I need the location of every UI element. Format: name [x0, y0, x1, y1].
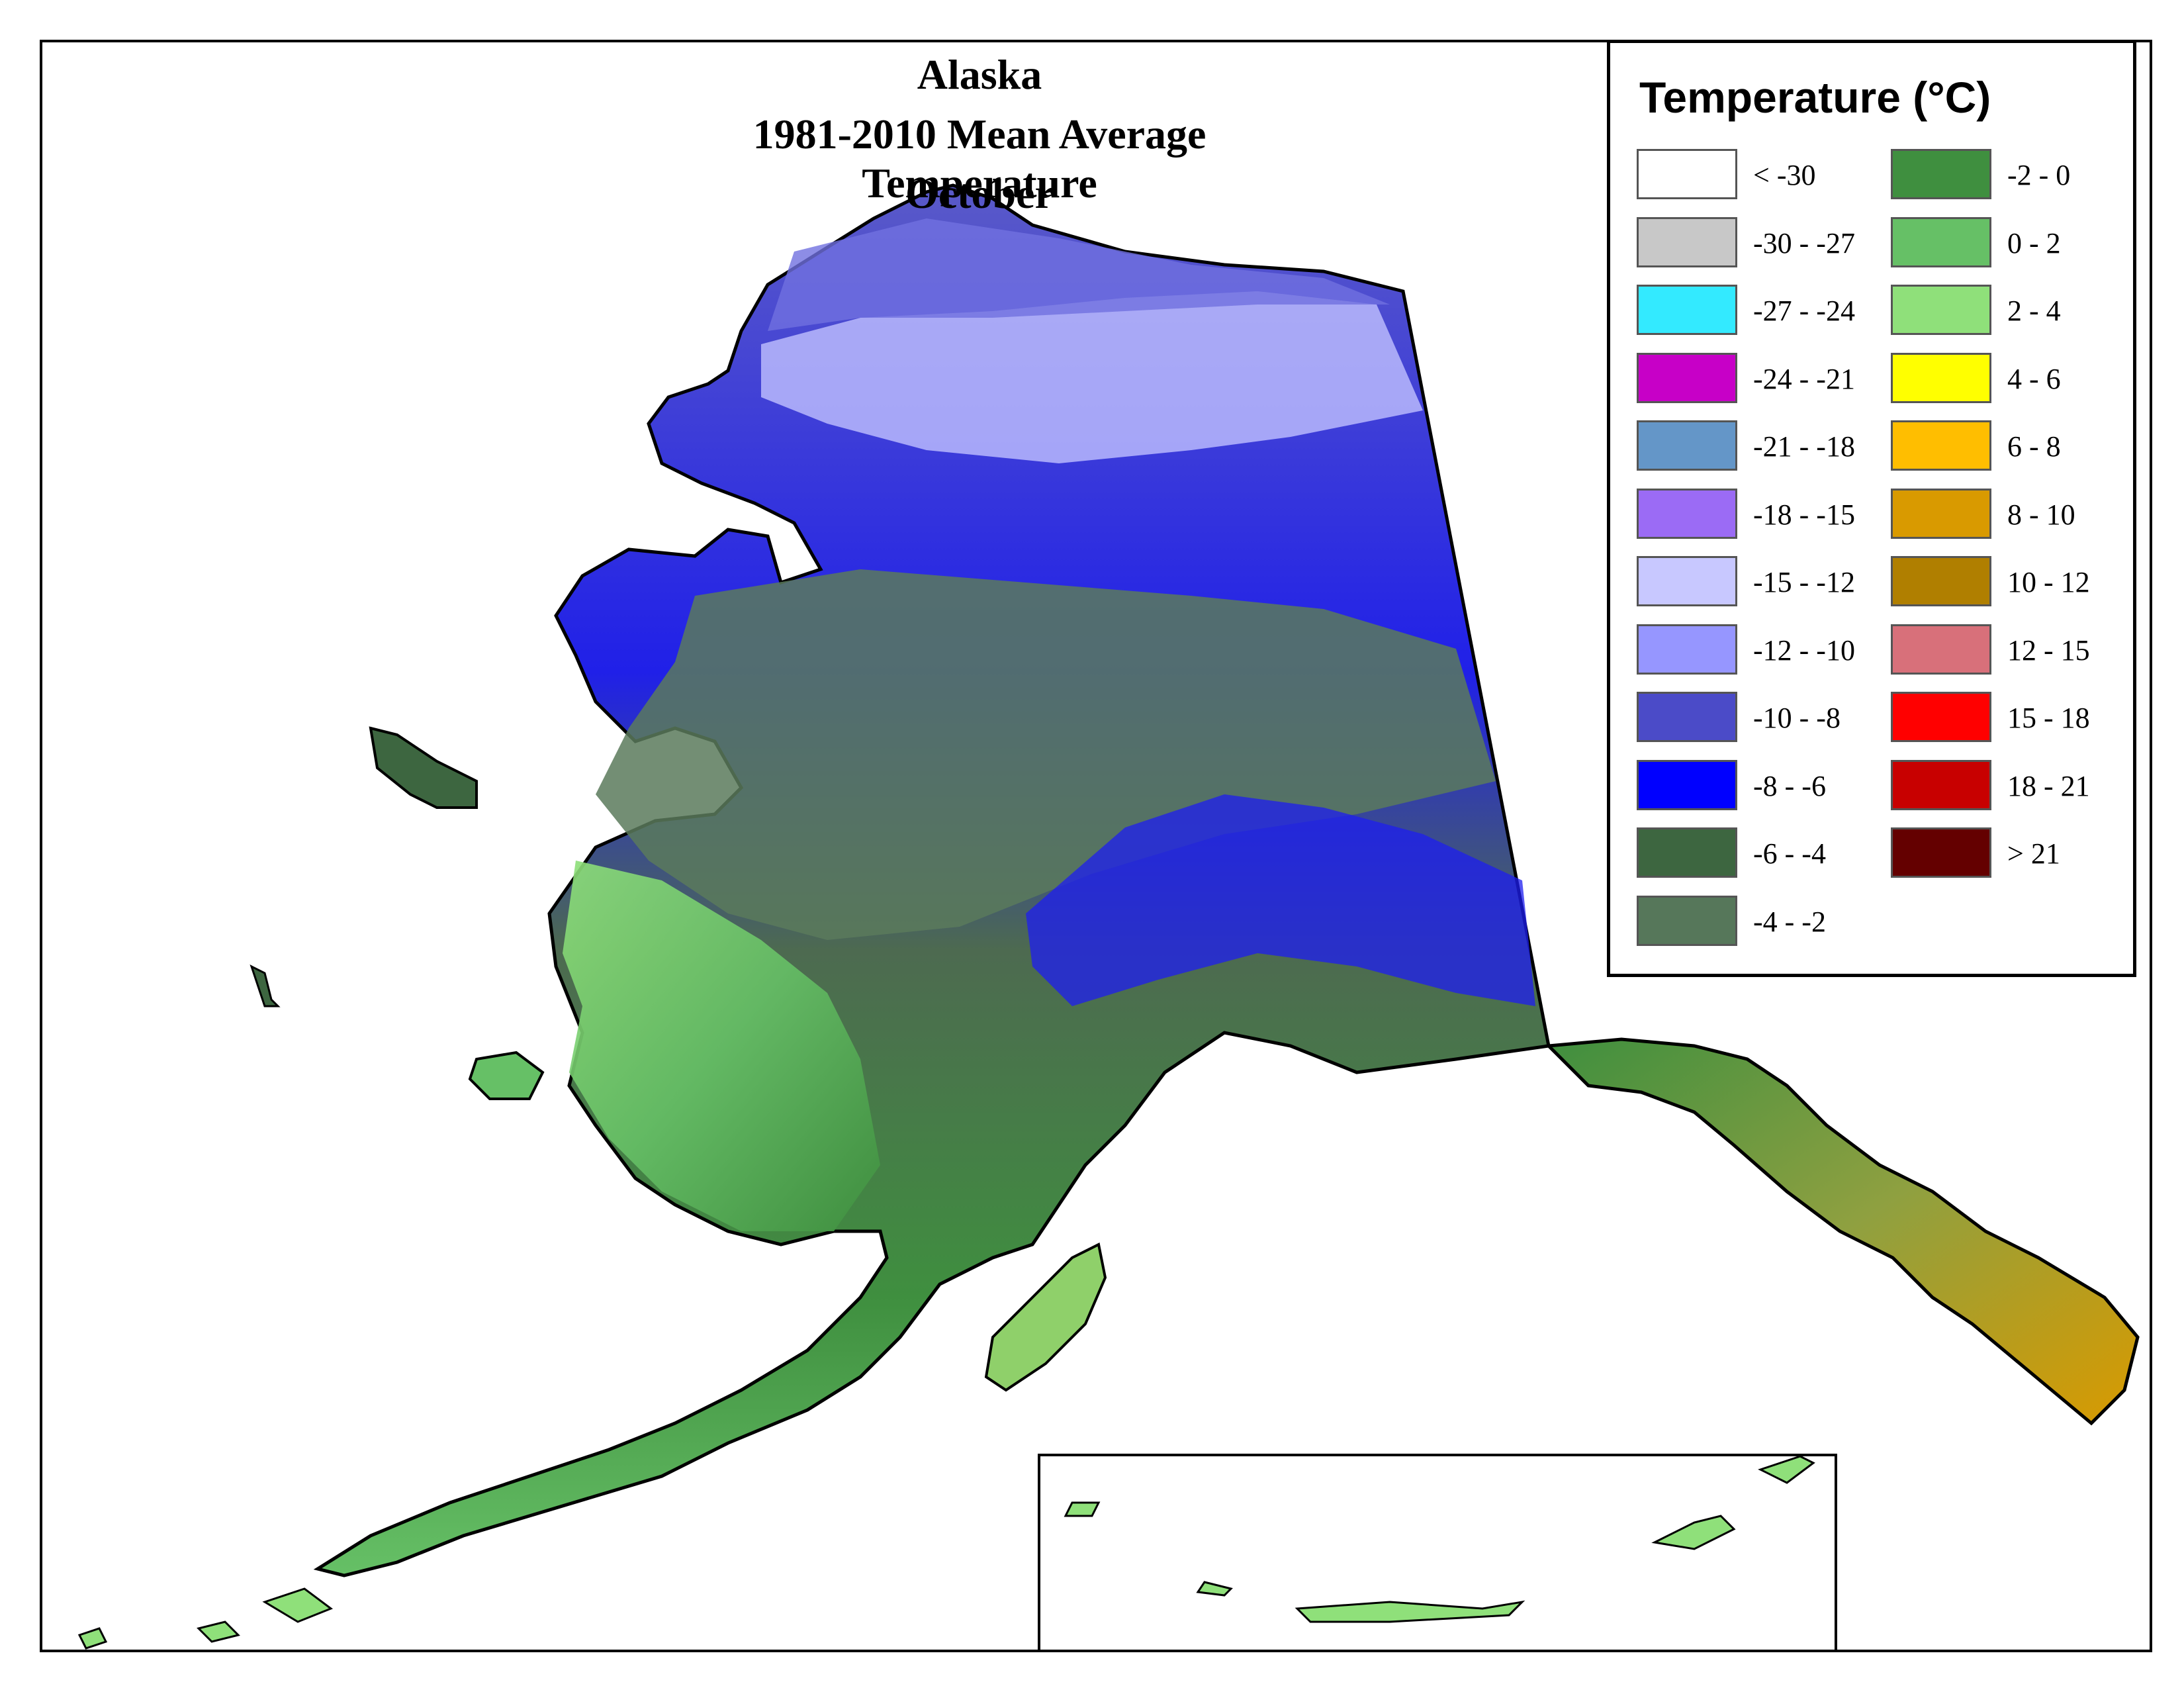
legend-label: -18 - -15 — [1753, 498, 1855, 531]
legend-title: Temperature (°C) — [1639, 73, 1991, 122]
legend-label: 0 - 2 — [2007, 226, 2061, 259]
map-title-month: October — [905, 170, 1054, 217]
legend-label: -10 - -8 — [1753, 702, 1841, 734]
legend-swatch — [1891, 556, 1991, 606]
legend-label: -27 - -24 — [1753, 295, 1855, 327]
legend-swatch — [1891, 285, 1991, 335]
legend-label: -21 - -18 — [1753, 430, 1855, 463]
legend-swatch — [1637, 285, 1737, 335]
legend-label: 10 - 12 — [2007, 566, 2090, 598]
legend-swatch — [1637, 895, 1737, 946]
legend-label: > 21 — [2007, 837, 2060, 870]
legend-swatch — [1637, 556, 1737, 606]
legend-label: -6 - -4 — [1753, 837, 1826, 870]
map-title-period: 1981-2010 Mean Average Temperature — [752, 111, 1206, 207]
legend-label: 4 - 6 — [2007, 362, 2061, 395]
aleutian-islands — [77, 1587, 334, 1650]
legend-swatch — [1637, 827, 1737, 878]
legend-swatch — [1891, 624, 1991, 675]
legend-label: -24 - -21 — [1753, 362, 1855, 395]
legend-label: -8 - -6 — [1753, 769, 1826, 802]
alaska-range-cold — [1026, 794, 1535, 1006]
legend-swatch — [1891, 488, 1991, 539]
temperature-legend: Temperature (°C) < -30 -30 - -27 -27 - -24… — [1607, 40, 2136, 977]
legend-label: -2 - 0 — [2007, 159, 2071, 191]
legend-label: 8 - 10 — [2007, 498, 2075, 531]
legend-label: 6 - 8 — [2007, 430, 2061, 463]
legend-swatch — [1891, 420, 1991, 471]
legend-swatch — [1637, 488, 1737, 539]
legend-label: 18 - 21 — [2007, 769, 2090, 802]
legend-label: 12 - 15 — [2007, 633, 2090, 667]
legend-swatch — [1891, 827, 1991, 878]
legend-label: -4 - -2 — [1753, 905, 1826, 938]
legend-label: 2 - 4 — [2007, 295, 2061, 327]
legend-swatch — [1637, 352, 1737, 403]
legend-label: 15 - 18 — [2007, 702, 2090, 734]
nunivak-island — [468, 1051, 545, 1100]
inset-islands — [1064, 1455, 1815, 1623]
brooks-range-band — [761, 291, 1423, 463]
kodiak-island — [984, 1243, 1107, 1392]
st-lawrence-island — [369, 726, 478, 809]
southwest-region — [563, 861, 880, 1231]
map-title-region: Alaska — [917, 51, 1042, 98]
interior-region — [596, 569, 1496, 940]
legend-swatch — [1891, 692, 1991, 742]
legend-swatch — [1637, 624, 1737, 675]
legend-swatch — [1637, 759, 1737, 810]
legend-label: -30 - -27 — [1753, 226, 1855, 259]
legend-swatch — [1891, 759, 1991, 810]
legend-swatch — [1891, 352, 1991, 403]
north-slope-band — [768, 218, 1390, 331]
st-matthew-island — [250, 964, 281, 1008]
legend-swatch — [1637, 692, 1737, 742]
legend-swatch — [1637, 420, 1737, 471]
legend-label: -12 - -10 — [1753, 633, 1855, 667]
southeast-panhandle — [1545, 1037, 2140, 1426]
legend-swatch — [1891, 149, 1991, 199]
legend-swatch — [1637, 216, 1737, 267]
legend-label: -15 - -12 — [1753, 566, 1855, 598]
legend-swatch — [1637, 149, 1737, 199]
inset-map-frame — [1038, 1454, 1837, 1652]
legend-swatch — [1891, 216, 1991, 267]
legend-label: < -30 — [1753, 159, 1816, 191]
